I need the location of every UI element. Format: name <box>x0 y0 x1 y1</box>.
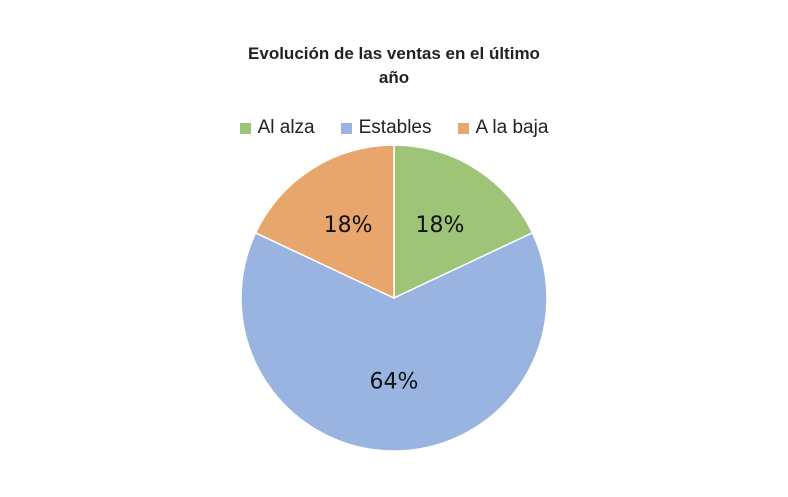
pie-slice-a-la-baja <box>254 144 395 300</box>
chart-legend: Al alza Estables A la baja <box>0 117 788 139</box>
legend-item-al-alza: Al alza <box>239 117 315 139</box>
legend-swatch-a-la-baja <box>457 122 469 134</box>
legend-label-a-la-baja: A la baja <box>475 117 549 138</box>
data-label-a-la-baja: 18% <box>324 213 373 238</box>
pie-slice-al-alza <box>393 144 534 300</box>
chart-title: Evolución de las ventas en el último año <box>248 44 540 87</box>
legend-swatch-al-alza <box>239 122 251 134</box>
pie-slice-estables <box>240 231 548 452</box>
legend-label-estables: Estables <box>358 117 432 138</box>
legend-item-estables: Estables <box>340 117 432 139</box>
legend-swatch-estables <box>340 122 352 134</box>
data-label-estables: 64% <box>370 370 419 395</box>
legend-label-al-alza: Al alza <box>257 117 315 138</box>
legend-item-a-la-baja: A la baja <box>457 117 549 139</box>
data-label-al-alza: 18% <box>415 213 464 238</box>
